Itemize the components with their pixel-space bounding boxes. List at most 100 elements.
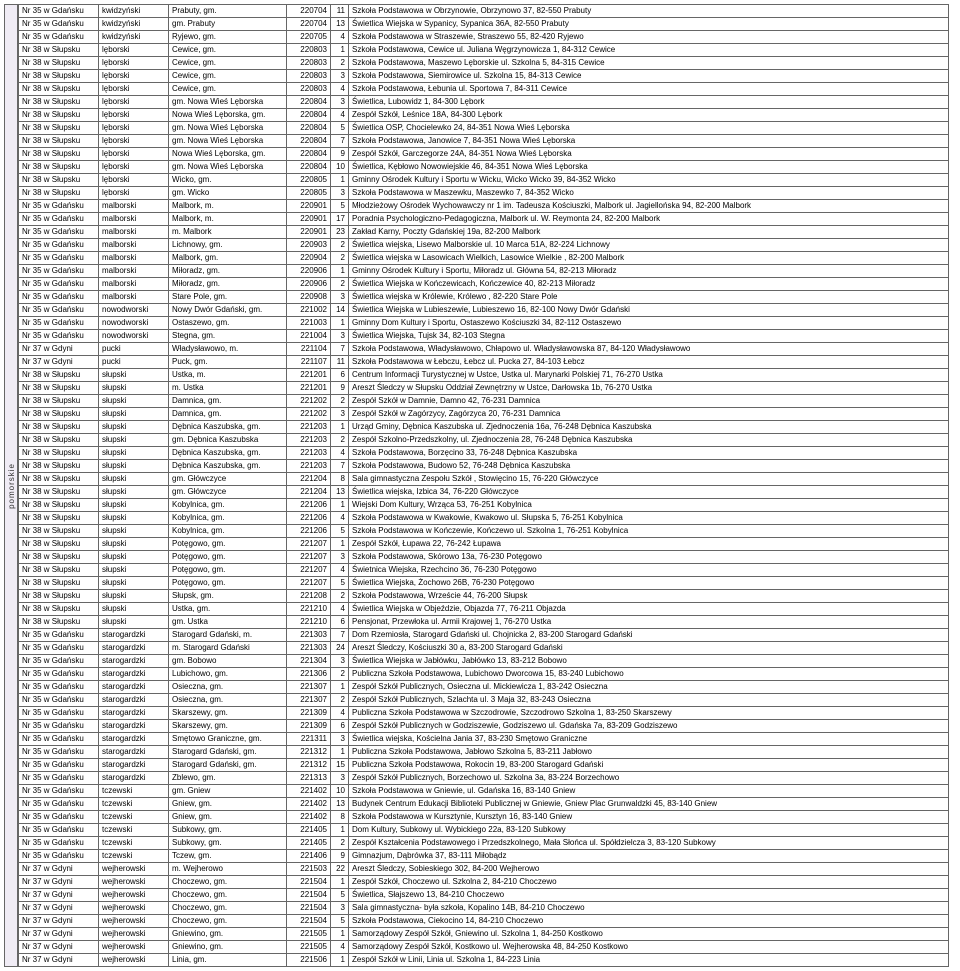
cell: Nr 37 w Gdyni (19, 863, 99, 876)
table-row: Nr 35 w GdańskumalborskiMalbork, m.22090… (19, 213, 949, 226)
cell: 221206 (287, 499, 331, 512)
cell: kwidzyński (99, 18, 169, 31)
cell: 221504 (287, 902, 331, 915)
cell: starogardzki (99, 655, 169, 668)
cell: 220803 (287, 83, 331, 96)
cell: Nr 37 w Gdyni (19, 876, 99, 889)
cell: Nr 37 w Gdyni (19, 356, 99, 369)
cell: Nr 37 w Gdyni (19, 928, 99, 941)
cell: Nr 38 w Słupsku (19, 473, 99, 486)
table-row: Nr 38 w SłupskusłupskiUstka, gm.2212104Ś… (19, 603, 949, 616)
cell: 5 (331, 122, 349, 135)
cell: Kobylnica, gm. (169, 512, 287, 525)
cell: 221504 (287, 915, 331, 928)
cell: Nr 38 w Słupsku (19, 603, 99, 616)
cell: m. Starogard Gdański (169, 642, 287, 655)
cell: 220908 (287, 291, 331, 304)
cell: 5 (331, 889, 349, 902)
cell: Nr 38 w Słupsku (19, 44, 99, 57)
cell: Świetlica wiejska w Lasowicach Wielkich,… (349, 252, 949, 265)
cell: 7 (331, 343, 349, 356)
cell: gm. Nowa Wieś Lęborska (169, 122, 287, 135)
cell: malborski (99, 291, 169, 304)
cell: 1 (331, 538, 349, 551)
cell: Nr 35 w Gdańsku (19, 278, 99, 291)
cell: słupski (99, 382, 169, 395)
cell: 3 (331, 96, 349, 109)
cell: lęborski (99, 83, 169, 96)
cell: 220904 (287, 252, 331, 265)
cell: Nr 35 w Gdańsku (19, 733, 99, 746)
cell: 2 (331, 252, 349, 265)
cell: 1 (331, 681, 349, 694)
cell: 221309 (287, 720, 331, 733)
cell: Nr 38 w Słupsku (19, 434, 99, 447)
cell: Gniewino, gm. (169, 928, 287, 941)
cell: 9 (331, 148, 349, 161)
cell: 220804 (287, 135, 331, 148)
cell: Subkowy, gm. (169, 837, 287, 850)
cell: Szkoła Podstawowa, Ciekocino 14, 84-210 … (349, 915, 949, 928)
cell: Świetlica Wiejska, Tujsk 34, 82-103 Steg… (349, 330, 949, 343)
cell: 221203 (287, 460, 331, 473)
cell: wejherowski (99, 863, 169, 876)
table-row: Nr 35 w GdańskutczewskiGniew, gm.2214021… (19, 798, 949, 811)
cell: Nr 38 w Słupsku (19, 187, 99, 200)
cell: kwidzyński (99, 5, 169, 18)
table-row: Nr 35 w GdańskustarogardzkiOsieczna, gm.… (19, 681, 949, 694)
cell: 221203 (287, 421, 331, 434)
cell: 3 (331, 655, 349, 668)
table-row: Nr 35 w GdańskumalborskiStare Pole, gm.2… (19, 291, 949, 304)
cell: 221306 (287, 668, 331, 681)
cell: 3 (331, 408, 349, 421)
table-row: Nr 38 w SłupskulęborskiNowa Wieś Lęborsk… (19, 109, 949, 122)
region-sidebar: pomorskie (4, 4, 18, 967)
table-row: Nr 35 w GdańskunowodworskiOstaszewo, gm.… (19, 317, 949, 330)
cell: Lichnowy, gm. (169, 239, 287, 252)
cell: Puck, gm. (169, 356, 287, 369)
table-row: Nr 35 w GdańskutczewskiSubkowy, gm.22140… (19, 824, 949, 837)
cell: Nr 35 w Gdańsku (19, 629, 99, 642)
cell: m. Wejherowo (169, 863, 287, 876)
cell: 13 (331, 486, 349, 499)
cell: Szkoła Podstawowa w Kursztynie, Kursztyn… (349, 811, 949, 824)
cell: kwidzyński (99, 31, 169, 44)
cell: lęborski (99, 187, 169, 200)
cell: 1 (331, 265, 349, 278)
cell: Świetlica wiejska, Kościelna Jania 37, 8… (349, 733, 949, 746)
cell: 5 (331, 525, 349, 538)
cell: Nr 35 w Gdańsku (19, 785, 99, 798)
table-row: Nr 38 w SłupskulęborskiCewice, gm.220803… (19, 70, 949, 83)
cell: Szkoła Podstawowa, Budowo 52, 76-248 Dęb… (349, 460, 949, 473)
cell: 220704 (287, 18, 331, 31)
cell: Świetlica OSP, Chocielewko 24, 84-351 No… (349, 122, 949, 135)
cell: Zespół Szkolno-Przedszkolny, ul. Zjednoc… (349, 434, 949, 447)
cell: gm. Wicko (169, 187, 287, 200)
cell: Dębnica Kaszubska, gm. (169, 447, 287, 460)
cell: gm. Nowa Wieś Lęborska (169, 135, 287, 148)
cell: 221504 (287, 889, 331, 902)
cell: słupski (99, 512, 169, 525)
cell: 221104 (287, 343, 331, 356)
cell: 221210 (287, 616, 331, 629)
cell: Tczew, gm. (169, 850, 287, 863)
cell: Świetlica Wiejska w Jabłówku, Jabłówko 1… (349, 655, 949, 668)
cell: 13 (331, 18, 349, 31)
cell: Miłoradz, gm. (169, 278, 287, 291)
cell: 221202 (287, 395, 331, 408)
cell: 5 (331, 915, 349, 928)
cell: Potęgowo, gm. (169, 577, 287, 590)
cell: Świetlica Wiejska w Lubieszewie, Lubiesz… (349, 304, 949, 317)
cell: 220901 (287, 226, 331, 239)
cell: gm. Nowa Wieś Lęborska (169, 161, 287, 174)
cell: 3 (331, 772, 349, 785)
table-row: Nr 35 w GdańskutczewskiSubkowy, gm.22140… (19, 837, 949, 850)
cell: 221311 (287, 733, 331, 746)
cell: 221405 (287, 837, 331, 850)
cell: Szkoła Podstawowa w Gniewie, ul. Gdańska… (349, 785, 949, 798)
cell: Nr 38 w Słupsku (19, 174, 99, 187)
table-row: Nr 38 w Słupskulęborskigm. Wicko2208053S… (19, 187, 949, 200)
cell: 4 (331, 707, 349, 720)
cell: Lubichowo, gm. (169, 668, 287, 681)
cell: Nr 35 w Gdańsku (19, 798, 99, 811)
